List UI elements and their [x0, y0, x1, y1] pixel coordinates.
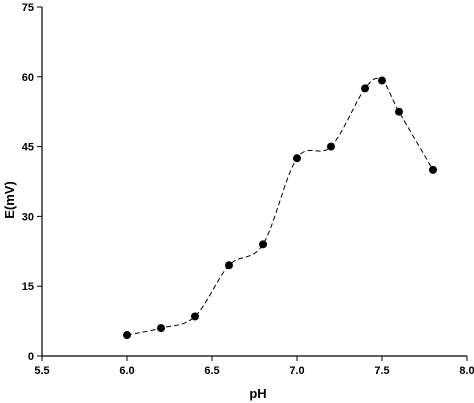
data-point [361, 84, 369, 93]
y-axis-title: E(mV) [2, 181, 17, 219]
series-line [126, 77, 434, 336]
data-point [293, 154, 301, 163]
data-point [259, 240, 267, 249]
x-tick-label: 7.0 [289, 365, 304, 377]
data-point [378, 76, 386, 85]
data-point [123, 331, 131, 340]
data-point [395, 107, 403, 116]
ticks: 5.5 6.0 6.5 7.0 7.5 8.0 0 15 30 45 60 75 [22, 2, 474, 377]
series [123, 76, 437, 340]
y-tick-label: 30 [22, 211, 34, 223]
y-tick-label: 75 [22, 2, 34, 14]
axes [41, 7, 467, 357]
y-tick-label: 60 [22, 72, 34, 84]
data-point [225, 261, 233, 270]
data-point [327, 142, 335, 151]
x-tick-label: 7.5 [374, 365, 389, 377]
x-tick-label: 5.5 [34, 365, 49, 377]
x-tick-label: 8.0 [459, 365, 474, 377]
data-point [429, 165, 437, 174]
data-point [191, 312, 199, 321]
x-axis-title: pH [249, 386, 266, 401]
x-tick-label: 6.0 [119, 365, 134, 377]
y-tick-label: 15 [22, 281, 34, 293]
x-tick-label: 6.5 [204, 365, 219, 377]
y-tick-label: 0 [28, 351, 34, 363]
data-point [157, 324, 165, 333]
y-tick-label: 45 [22, 142, 34, 154]
